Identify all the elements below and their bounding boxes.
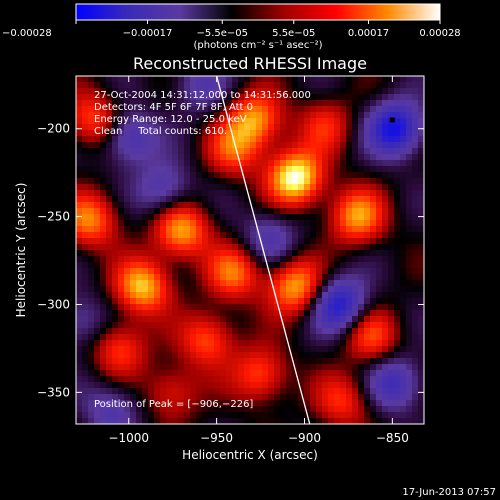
x-tick-label: −1000 xyxy=(108,431,149,445)
y-tick-label: −250 xyxy=(37,210,70,224)
colorbar-unit-label: (photons cm⁻² s⁻¹ asec⁻²) xyxy=(193,40,322,51)
colorbar-tick-label: −0.00017 xyxy=(123,28,173,39)
x-tick-label: −900 xyxy=(288,431,321,445)
annotation-energy: Energy Range: 12.0 - 25.0 keV xyxy=(94,114,247,125)
plot-area xyxy=(75,75,425,425)
x-axis-ticks: −1000 −950 −900 −850 xyxy=(108,76,409,445)
y-tick-label: −200 xyxy=(37,122,70,136)
colorbar-tick-label: −0.00028 xyxy=(2,28,52,39)
plot-frame xyxy=(75,75,425,425)
colorbar-tick-label: 0.00028 xyxy=(419,28,460,39)
annotation-detectors: Detectors: 4F 5F 6F 7F 8F, Att 0 xyxy=(94,102,253,113)
x-tick-label: −950 xyxy=(200,431,233,445)
colorbar-tick-label: 5.5e−05 xyxy=(272,28,315,39)
footer-timestamp: 17-Jun-2013 07:57 xyxy=(402,487,496,498)
annotation-time: 27-Oct-2004 14:31:12.000 to 14:31:56.000 xyxy=(94,90,311,101)
annotation-clean: Clean Total counts: 610. xyxy=(94,126,227,137)
peak-position-label: Position of Peak = [−906,−226] xyxy=(94,399,253,410)
annotation-block: 27-Oct-2004 14:31:12.000 to 14:31:56.000… xyxy=(94,90,311,137)
colorbar xyxy=(75,3,441,21)
x-tick-label: −850 xyxy=(376,431,409,445)
y-tick-label: −300 xyxy=(37,297,70,311)
heatmap-image xyxy=(76,76,424,424)
peak-marker xyxy=(389,117,395,123)
y-axis-ticks: −200 −250 −300 −350 xyxy=(37,122,424,399)
x-axis-label: Heliocentric X (arcsec) xyxy=(182,448,318,462)
chart-title: Reconstructed RHESSI Image xyxy=(133,54,367,73)
colorbar-tick-label: −5.5e−05 xyxy=(196,28,248,39)
colorbar-tick-label: 0.00017 xyxy=(348,28,389,39)
y-tick-label: −350 xyxy=(37,385,70,399)
y-axis-label: Heliocentric Y (arcsec) xyxy=(14,183,28,318)
colorbar-ticks: −0.00028 −0.00017 −5.5e−05 5.5e−05 0.00017 0.… xyxy=(2,20,461,39)
solar-limb-line xyxy=(215,76,311,424)
